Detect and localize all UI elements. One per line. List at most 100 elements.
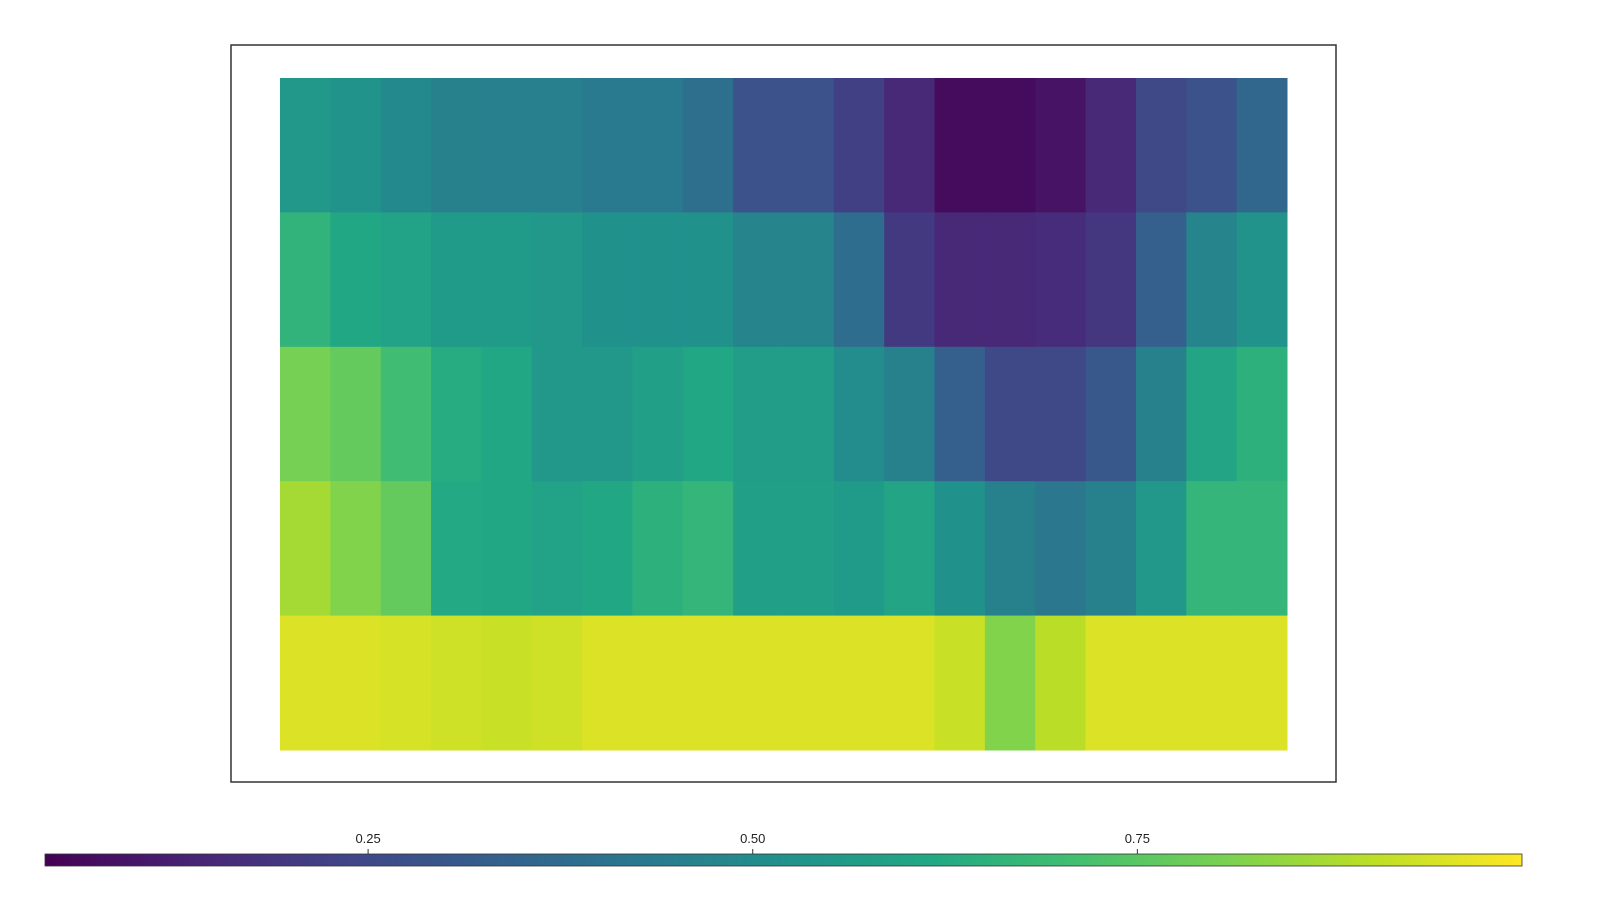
heatmap-cell [280,481,331,617]
heatmap-cell [330,615,382,751]
heatmap-cell [582,78,633,213]
heatmap-cell [1186,615,1238,751]
heatmap-cell [1186,78,1238,213]
heatmap-cell [1085,481,1137,617]
heatmap-cell [1236,481,1288,617]
heatmap-cell [481,615,533,751]
heatmap-cell [531,346,583,482]
plot-frame [230,44,1337,783]
heatmap-cell [431,212,482,348]
heatmap-cell [431,481,482,617]
heatmap-cell [582,212,633,348]
heatmap-cell [884,346,936,482]
heatmap-cell [682,615,734,751]
heatmap-cell [1186,481,1238,617]
heatmap-cell [682,481,734,617]
heatmap-cell [1135,212,1187,348]
heatmap-cell [531,212,583,348]
colorbar-tick-label: 0.25 [355,831,380,846]
heatmap-cell [531,481,583,617]
heatmap-cell [1085,212,1137,348]
heatmap-cell [481,346,533,482]
heatmap-cell [833,212,885,348]
heatmap-cell [380,346,432,482]
heatmap-cell [582,615,633,751]
heatmap-cell [1135,481,1187,617]
heatmap-cell [733,615,784,751]
heatmap-cell [481,212,533,348]
heatmap-cell [431,615,482,751]
heatmap-cell [783,615,835,751]
heatmap-cell [481,481,533,617]
heatmap-cell [783,78,835,213]
heatmap-cell [1035,78,1087,213]
heatmap-cell [682,346,734,482]
heatmap-cell [330,78,382,213]
heatmap-cell [431,78,482,213]
heatmap-cell [481,78,533,213]
heatmap-cell [884,481,936,617]
heatmap-cell [632,481,684,617]
heatmap-cell [1186,212,1238,348]
heatmap-cell [1236,212,1288,348]
heatmap-cell [884,212,936,348]
heatmap-cell [280,78,331,213]
heatmap-cell [833,346,885,482]
heatmap-cell [280,346,331,482]
heatmap-cell [330,212,382,348]
heatmap-cell [884,78,936,213]
heatmap-cell [431,346,482,482]
heatmap-cell [833,481,885,617]
heatmap-cell [1035,481,1087,617]
heatmap-cell [582,481,633,617]
heatmap-cell [380,481,432,617]
heatmap-cell [1085,78,1137,213]
heatmap-cell [1236,346,1288,482]
heatmap-cell [1135,615,1187,751]
heatmap-cell [582,346,633,482]
colorbar [44,853,1523,867]
heatmap-cell [833,615,885,751]
heatmap-cell [733,346,784,482]
heatmap-cell [1135,78,1187,213]
heatmap-cell [632,615,684,751]
heatmap-cell [280,212,331,348]
heatmap-cell [934,78,986,213]
heatmap-cell [1035,212,1087,348]
heatmap-cell [984,615,1036,751]
heatmap-cell [733,78,784,213]
colorbar-tick-label: 0.50 [740,831,765,846]
heatmap-cell [783,481,835,617]
heatmap-cell [984,481,1036,617]
heatmap-cell [1035,346,1087,482]
heatmap-cell [934,212,986,348]
heatmap-cell [682,78,734,213]
heatmap-cell [783,212,835,348]
heatmap-cell [733,481,784,617]
colorbar-tick-label: 0.75 [1125,831,1150,846]
heatmap-cell [934,346,986,482]
heatmap-cell [984,346,1036,482]
heatmap-cell [380,212,432,348]
heatmap-cell [1236,78,1288,213]
heatmap-cell [934,481,986,617]
heatmap-cell [1085,615,1137,751]
heatmap-cell [1035,615,1087,751]
heatmap-cell [330,481,382,617]
heatmap-cell [531,78,583,213]
heatmap-cell [783,346,835,482]
heatmap-cell [884,615,936,751]
heatmap-cell [280,615,331,751]
heatmap-cell [632,346,684,482]
heatmap-cell [531,615,583,751]
heatmap-cell [632,78,684,213]
heatmap-cell [984,212,1036,348]
heatmap-cell [833,78,885,213]
heatmap-cell [330,346,382,482]
heatmap-cell [733,212,784,348]
heatmap-cell [1236,615,1288,751]
heatmap-cell [934,615,986,751]
heatmap-cell [380,78,432,213]
heatmap-cell [632,212,684,348]
